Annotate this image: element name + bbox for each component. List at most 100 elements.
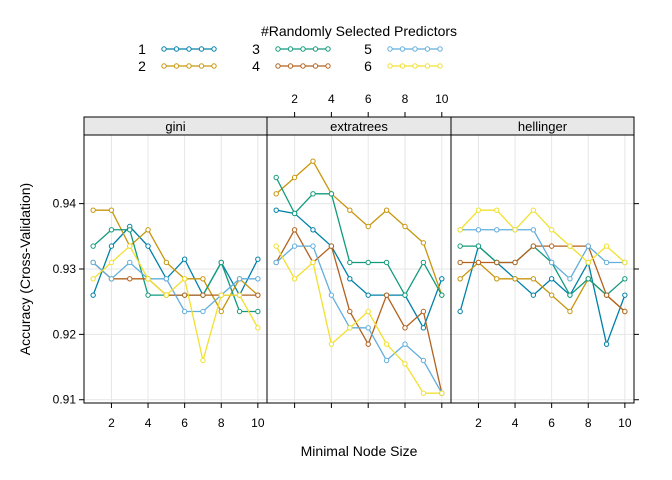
data-point	[475, 227, 482, 233]
y-axis-label: Accuracy (Cross-Validation)	[17, 183, 33, 355]
data-point	[530, 276, 537, 282]
legend-point	[437, 63, 443, 69]
data-point	[548, 243, 555, 249]
data-point	[347, 325, 353, 331]
x-tick-label: 4	[145, 416, 152, 430]
data-point	[457, 227, 463, 233]
x-tick-label: 10	[618, 416, 632, 430]
legend-point	[387, 63, 393, 69]
data-point	[108, 259, 115, 266]
legend-label: 1	[138, 41, 146, 57]
legend-point	[186, 46, 192, 52]
data-point	[585, 259, 591, 266]
data-point	[218, 308, 224, 315]
data-point	[365, 341, 371, 347]
legend-point	[211, 46, 217, 52]
data-point	[512, 276, 518, 282]
series-line-5	[92, 261, 258, 313]
data-point	[475, 243, 482, 249]
legend-item-4: 4	[252, 58, 331, 74]
data-point	[420, 390, 427, 396]
x-tick-label: 6	[548, 416, 555, 430]
data-point	[273, 174, 279, 181]
data-point	[255, 292, 261, 298]
x-tick-label: 2	[475, 416, 482, 430]
x-tick-label: 2	[291, 92, 298, 106]
grid	[84, 135, 634, 403]
legend-point	[312, 63, 319, 69]
data-point	[310, 243, 316, 249]
legend-point	[387, 46, 393, 52]
data-point	[603, 243, 610, 249]
data-point	[310, 227, 316, 233]
data-point	[218, 259, 224, 266]
data-point	[218, 292, 224, 298]
data-point	[567, 243, 573, 249]
data-point	[457, 243, 463, 249]
data-point	[585, 276, 591, 282]
data-point	[200, 276, 206, 282]
series-line-1	[459, 244, 626, 347]
data-point	[512, 259, 518, 266]
data-point	[530, 227, 537, 233]
data-point	[163, 259, 170, 266]
y-tick-label: 0.93	[53, 262, 77, 276]
data-point	[236, 292, 243, 298]
data-point	[567, 308, 573, 315]
data-point	[200, 292, 206, 298]
data-point	[108, 207, 115, 213]
data-point	[347, 276, 353, 282]
data-point	[402, 292, 408, 298]
legend-point	[325, 63, 331, 69]
data-point	[255, 308, 261, 315]
data-point	[328, 243, 335, 249]
x-tick-label: 8	[218, 416, 225, 430]
data-point	[548, 292, 555, 298]
data-point	[127, 227, 133, 233]
data-point	[181, 292, 188, 298]
series-line-4	[275, 228, 443, 394]
x-tick-label: 8	[585, 416, 592, 430]
data-point	[530, 207, 537, 213]
data-point	[383, 292, 390, 298]
data-point	[439, 292, 445, 298]
data-point	[457, 276, 463, 282]
series-line-1	[276, 209, 443, 330]
data-point	[145, 243, 151, 249]
data-point	[273, 207, 279, 213]
data-point	[291, 243, 298, 249]
series-line-6	[275, 245, 442, 394]
legend-label: 3	[252, 41, 260, 57]
series-line-2	[459, 261, 626, 313]
data-point	[457, 308, 463, 315]
data-point	[145, 276, 151, 282]
legend-point	[412, 46, 418, 52]
legend-point	[325, 46, 331, 52]
data-point	[108, 227, 115, 233]
data-point	[310, 158, 316, 164]
data-point	[439, 390, 445, 396]
legend-point	[412, 63, 418, 69]
legend-point	[198, 46, 205, 52]
data-point	[622, 308, 628, 315]
legend-point	[424, 63, 431, 69]
legend-item-6: 6	[364, 58, 443, 74]
legend-item-5: 5	[364, 41, 443, 57]
data-point	[622, 276, 628, 282]
legend-point	[173, 63, 180, 69]
data-point	[163, 292, 170, 298]
data-point	[402, 361, 408, 367]
data-point	[420, 308, 427, 315]
panel-title: hellinger	[518, 119, 568, 134]
legend-point	[161, 63, 167, 69]
legend-point	[275, 46, 281, 52]
legend-label: 6	[364, 58, 372, 74]
panel-hellinger: hellinger	[450, 116, 635, 404]
axes: 2 4 6 8 10 2 4 6 8 10 2 4 6 8 10 0.91 0.92 0.93 0.94	[53, 92, 639, 430]
series-line-1	[92, 225, 259, 297]
data-point	[291, 174, 298, 181]
data-point	[291, 227, 298, 233]
data-point	[402, 341, 408, 347]
data-point	[127, 259, 133, 266]
data-point	[457, 259, 463, 266]
